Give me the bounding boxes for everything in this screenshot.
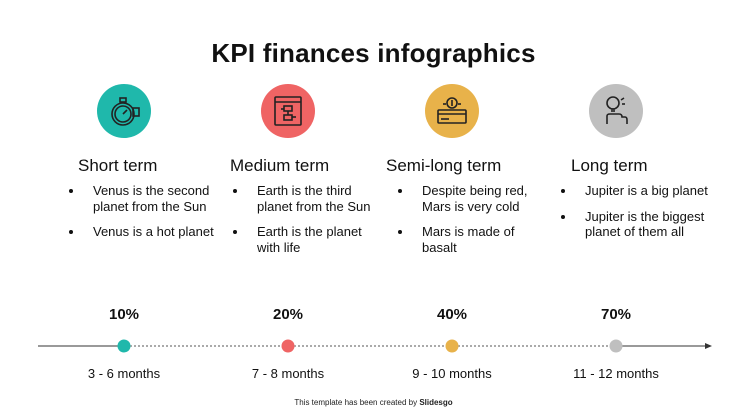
list-item: Venus is a hot planet (67, 224, 217, 240)
page-title: KPI finances infographics (211, 38, 536, 68)
money-card-icon (437, 97, 467, 124)
range-medium-term: 7 - 8 months (251, 366, 325, 381)
footer-brand-link[interactable]: Slidesgo (419, 398, 453, 407)
bullet-list-medium-term: Earth is the third planet from the Sun E… (231, 183, 381, 265)
stopwatch-icon (111, 97, 140, 126)
list-item: Mars is made of basalt (396, 224, 546, 255)
timeline-dot-long-term (609, 339, 623, 353)
percent-short-term: 10% (108, 306, 140, 323)
bullet-list-semi-long-term: Despite being red, Mars is very cold Mar… (396, 183, 546, 265)
range-short-term: 3 - 6 months (87, 366, 161, 381)
timeline-dot-semi-long-term (445, 339, 459, 353)
list-item: Jupiter is the biggest planet of them al… (559, 209, 709, 240)
icon-circle-short-term (97, 84, 151, 138)
range-semi-long-term: 9 - 10 months (412, 366, 492, 381)
bullet-list-long-term: Jupiter is a big planet Jupiter is the b… (559, 183, 709, 250)
list-item: Despite being red, Mars is very cold (396, 183, 546, 214)
heading-long-term: Long term (571, 156, 648, 175)
icon-circle-medium-term (261, 84, 315, 138)
timeline (38, 339, 712, 353)
list-item: Jupiter is a big planet (559, 183, 709, 199)
footer-credit: This template has been created by Slides… (0, 398, 747, 407)
percent-semi-long-term: 40% (436, 306, 468, 323)
heading-medium-term: Medium term (230, 156, 330, 175)
range-long-term: 11 - 12 months (573, 366, 659, 381)
flowchart-board-icon (274, 96, 302, 126)
percent-long-term: 70% (600, 306, 632, 323)
heading-semi-long-term: Semi-long term (386, 156, 502, 175)
heading-short-term: Short term (78, 156, 158, 175)
list-item: Earth is the third planet from the Sun (231, 183, 381, 214)
icon-circle-semi-long-term (425, 84, 479, 138)
hand-idea-icon (606, 96, 628, 124)
timeline-arrow-icon (705, 343, 712, 349)
timeline-dot-medium-term (281, 339, 295, 353)
percent-medium-term: 20% (272, 306, 304, 323)
footer-prefix: This template has been created by (294, 398, 418, 407)
timeline-dot-short-term (117, 339, 131, 353)
bullet-list-short-term: Venus is the second planet from the Sun … (67, 183, 217, 250)
icon-circle-long-term (589, 84, 643, 138)
list-item: Venus is the second planet from the Sun (67, 183, 217, 214)
list-item: Earth is the planet with life (231, 224, 381, 255)
